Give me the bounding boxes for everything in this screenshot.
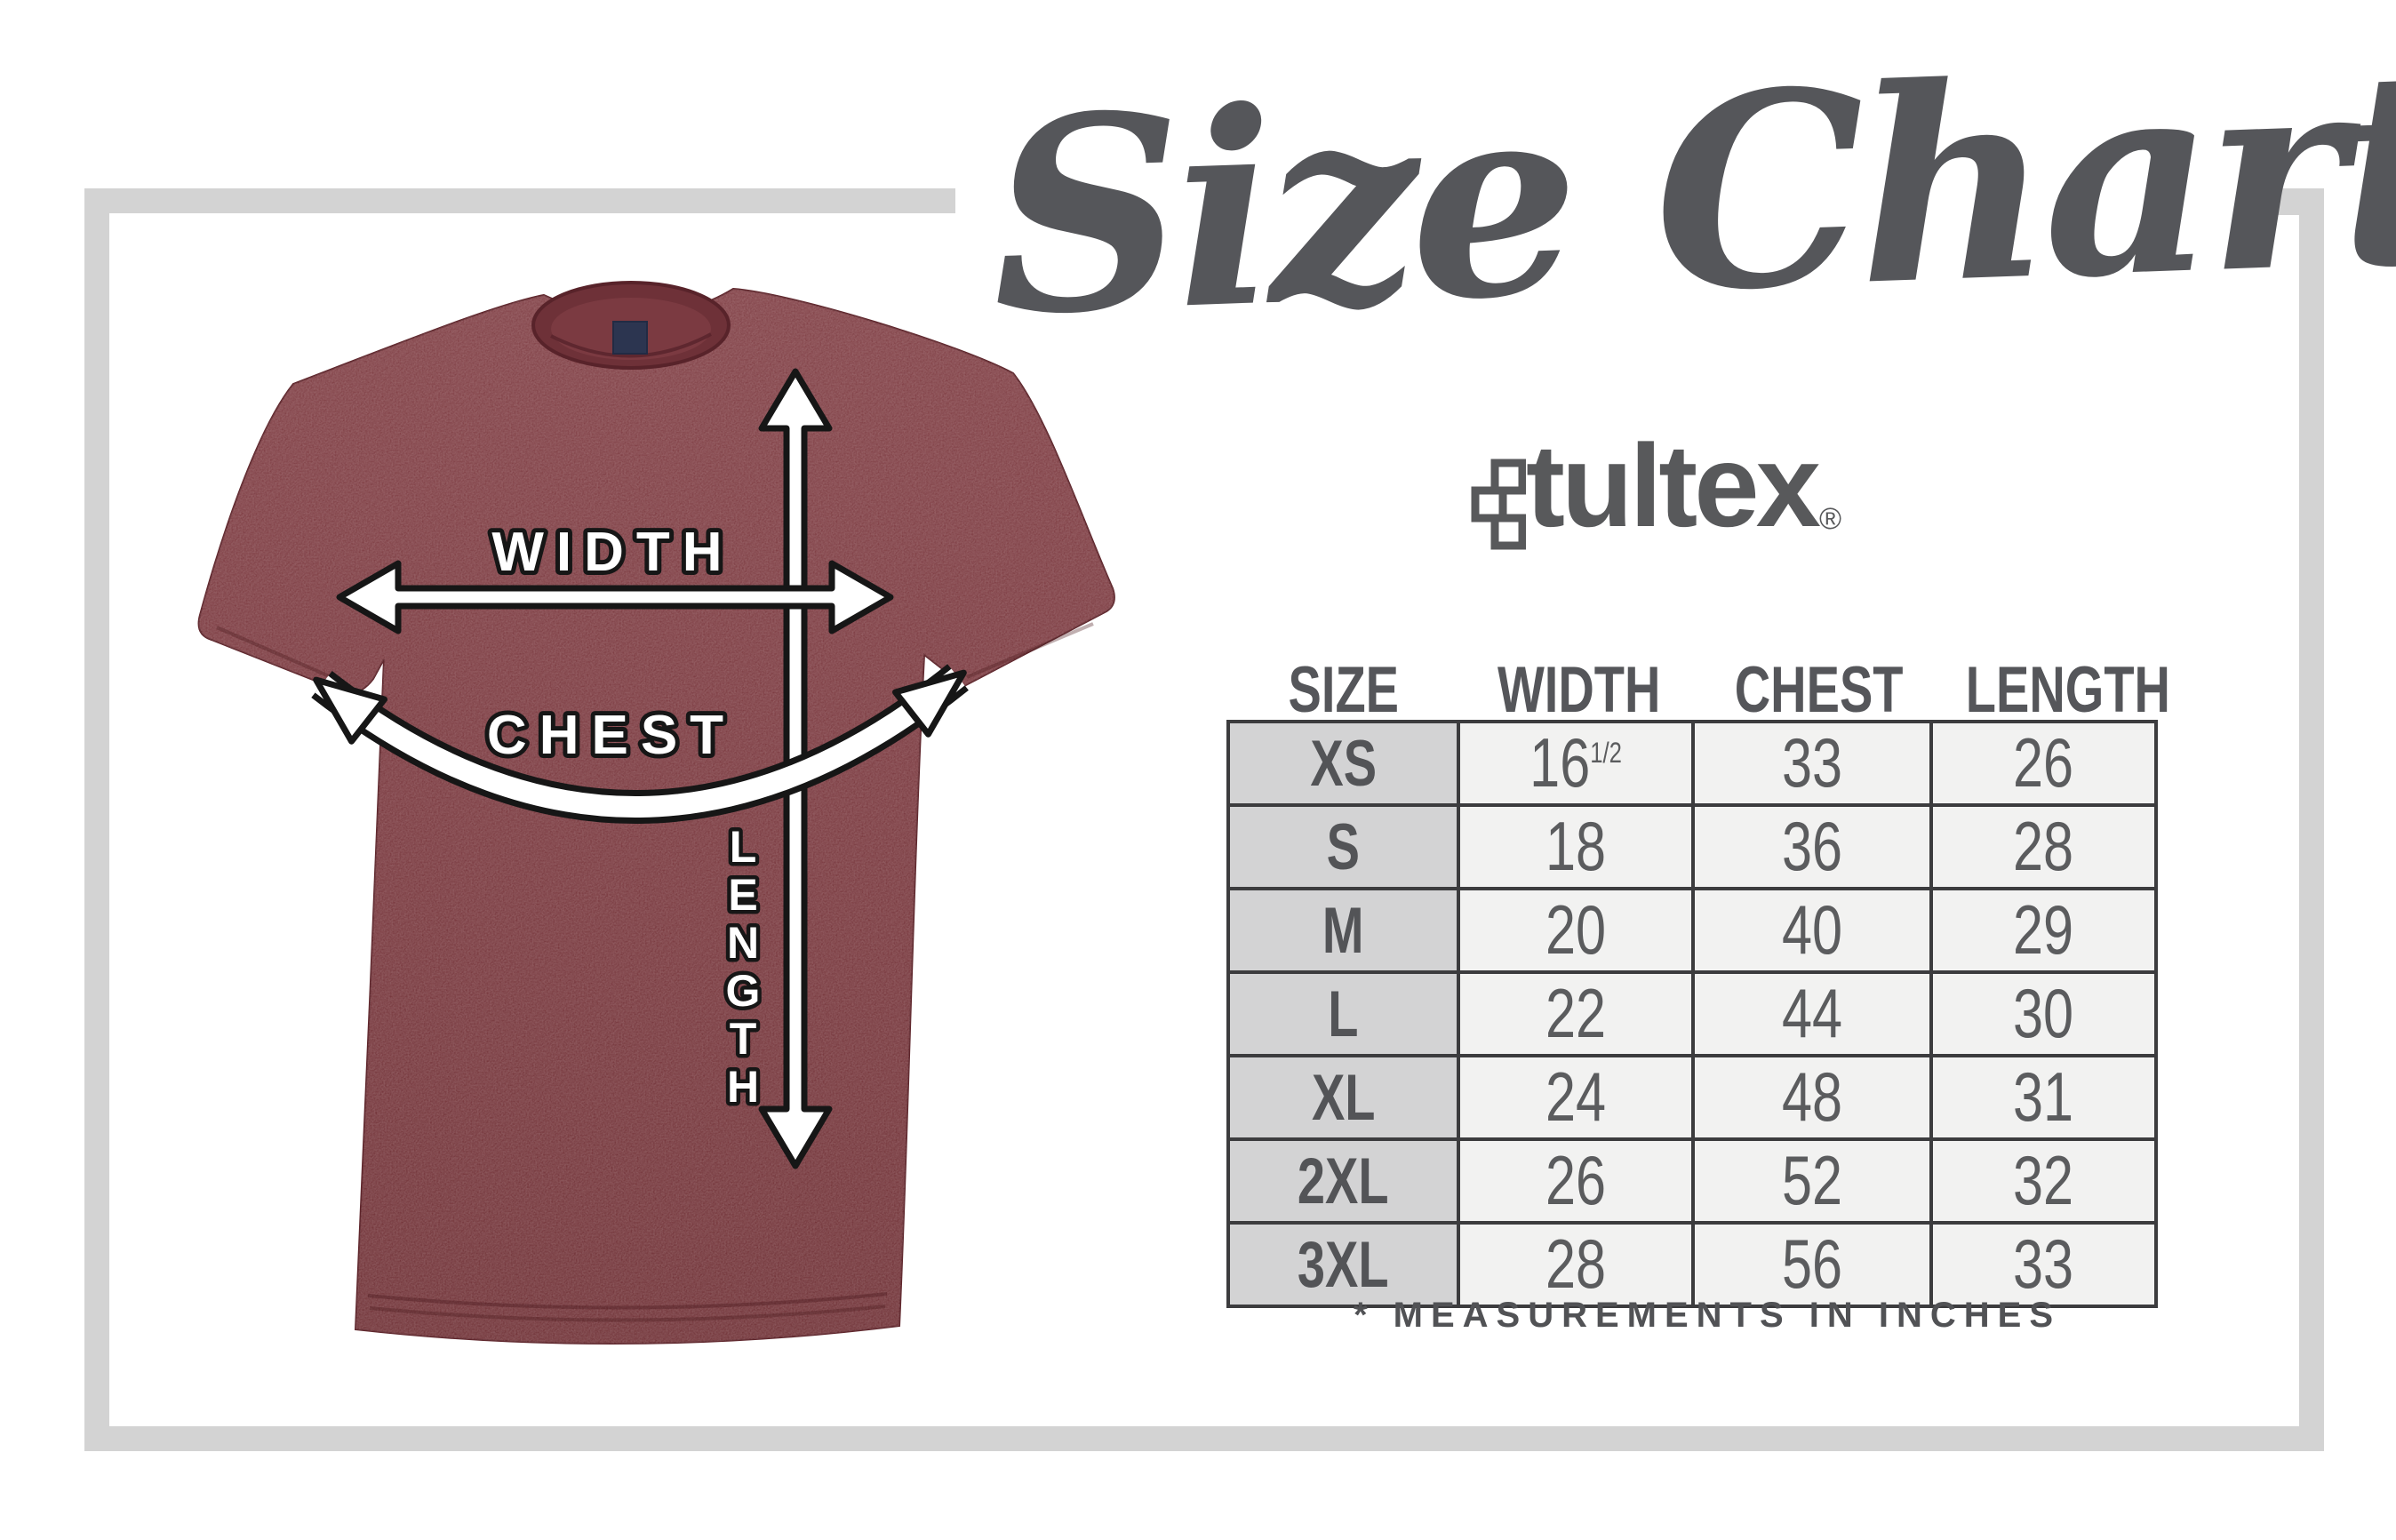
tshirt-illustration: WIDTH CHEST L E N G T H	[197, 281, 1115, 1345]
length-cell: 32	[1929, 1137, 2158, 1225]
page-title: Size Chart	[986, 10, 2396, 375]
length-label: L E N G T H	[722, 818, 764, 1116]
size-table: XS 161/2 33 26 S 18 36 28 M 20 40 29 L 2…	[1226, 720, 2158, 1308]
chest-arrow	[311, 664, 969, 824]
table-row: XL 24 48 31	[1226, 1054, 2158, 1141]
svg-text:L: L	[730, 822, 757, 872]
size-cell: 3XL	[1226, 1221, 1460, 1308]
chest-cell: 48	[1691, 1054, 1933, 1141]
svg-text:N: N	[727, 918, 759, 968]
size-cell: M	[1226, 887, 1460, 974]
size-cell: L	[1226, 970, 1460, 1057]
tshirt-collar	[531, 281, 731, 370]
width-cell: 20	[1457, 887, 1695, 974]
size-cell: XS	[1226, 720, 1460, 807]
frame-left	[84, 188, 109, 1451]
column-header-size: SIZE	[1288, 653, 1399, 726]
chest-cell: 44	[1691, 970, 1933, 1057]
size-cell: 2XL	[1226, 1137, 1460, 1225]
width-label: WIDTH	[491, 522, 734, 583]
neck-tag	[612, 321, 648, 355]
chest-cell: 56	[1691, 1221, 1933, 1308]
length-cell: 30	[1929, 970, 2158, 1057]
length-cell: 26	[1929, 720, 2158, 807]
measurements-footnote: * MEASUREMENTS IN INCHES	[1353, 1296, 2062, 1335]
chest-cell: 52	[1691, 1137, 1933, 1225]
width-arrow	[336, 560, 894, 634]
column-header-width: WIDTH	[1498, 653, 1661, 726]
frame-top-left	[84, 188, 955, 213]
table-row: L 22 44 30	[1226, 970, 2158, 1057]
frame-right	[2299, 188, 2324, 1451]
brand-wordmark: tultex	[1526, 420, 1821, 551]
svg-text:E: E	[728, 870, 757, 920]
column-header-length: LENGTH	[1965, 653, 2170, 726]
svg-text:H: H	[727, 1062, 759, 1112]
chest-cell: 33	[1691, 720, 1933, 807]
width-cell: 24	[1457, 1054, 1695, 1141]
length-cell: 31	[1929, 1054, 2158, 1141]
frame-bottom	[84, 1426, 2324, 1451]
table-row: M 20 40 29	[1226, 887, 2158, 974]
svg-text:G: G	[726, 966, 761, 1016]
chest-label: CHEST	[487, 705, 736, 766]
width-cell: 28	[1457, 1221, 1695, 1308]
brand-logo: tultex ®	[1471, 419, 1841, 553]
chest-cell: 36	[1691, 803, 1933, 890]
tultex-logo-icon	[1471, 459, 1526, 550]
svg-text:T: T	[730, 1014, 757, 1064]
table-row: S 18 36 28	[1226, 803, 2158, 890]
width-cell: 161/2	[1457, 720, 1695, 807]
length-cell: 33	[1929, 1221, 2158, 1308]
width-cell: 18	[1457, 803, 1695, 890]
width-cell: 22	[1457, 970, 1695, 1057]
length-cell: 29	[1929, 887, 2158, 974]
size-cell: XL	[1226, 1054, 1460, 1141]
length-cell: 28	[1929, 803, 2158, 890]
table-row: XS 161/2 33 26	[1226, 720, 2158, 807]
width-cell: 26	[1457, 1137, 1695, 1225]
table-header-row: SIZE WIDTH CHEST LENGTH	[1226, 653, 2170, 726]
table-row: 3XL 28 56 33	[1226, 1221, 2158, 1308]
table-row: 2XL 26 52 32	[1226, 1137, 2158, 1225]
column-header-chest: CHEST	[1735, 653, 1904, 726]
size-cell: S	[1226, 803, 1460, 890]
registered-mark: ®	[1819, 502, 1842, 536]
chest-cell: 40	[1691, 887, 1933, 974]
